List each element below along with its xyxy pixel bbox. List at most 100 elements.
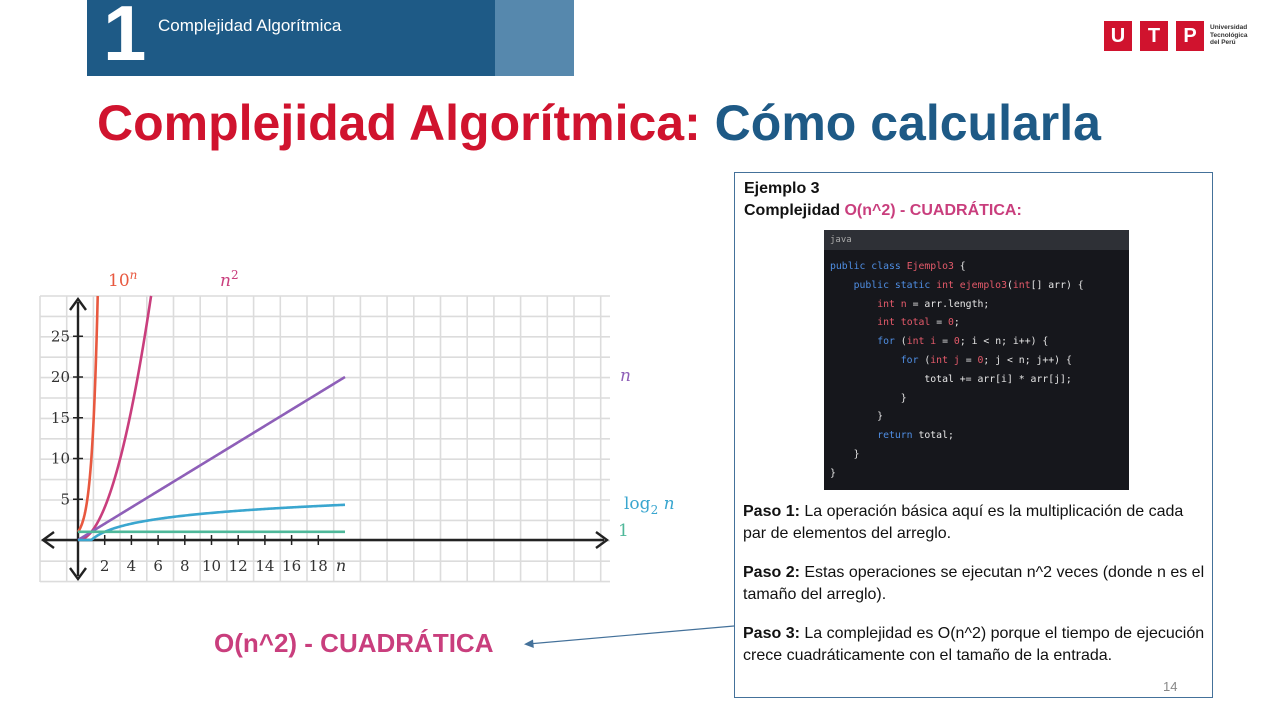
code-token: ; j < n; j++) { (983, 354, 1072, 366)
series-label-exp10: 10n (108, 268, 137, 291)
code-token: 0 (977, 354, 984, 366)
code-line: } (824, 390, 1129, 409)
code-token: ( (1006, 279, 1013, 291)
step-1: Paso 1: La operación básica aquí es la m… (743, 501, 1205, 545)
code-token: total; (912, 430, 954, 442)
step-2: Paso 2: Estas operaciones se ejecutan n^… (743, 562, 1205, 606)
code-token: j (953, 354, 960, 366)
code-line: total += arr[i] * arr[j]; (824, 371, 1129, 390)
x-axis-right-arrow (595, 531, 610, 549)
step-1-label: Paso 1: (743, 503, 800, 520)
y-tick-label: 5 (60, 490, 70, 508)
series-line-exp10 (76, 295, 100, 533)
code-token: { (953, 261, 966, 272)
x-tick-label: 14 (255, 557, 274, 575)
code-token: i (930, 336, 937, 348)
code-token: ( (894, 336, 907, 348)
code-line: for (int i = 0; i < n; i++) { (824, 333, 1129, 352)
y-tick-label: 15 (51, 409, 70, 427)
x-tick-label: 16 (282, 557, 301, 575)
series-label-text: n (220, 271, 231, 291)
series-label-text: n (620, 366, 631, 386)
step-2-text: Estas operaciones se ejecutan n^2 veces … (743, 564, 1205, 603)
step-1-text: La operación básica aquí es la multiplic… (743, 503, 1184, 542)
quadratic-label: O(n^2) - CUADRÁTICA (214, 628, 494, 658)
code-token: = (959, 354, 978, 366)
series-label-square: n2 (220, 268, 239, 291)
series-label-subscript: 2 (651, 503, 659, 517)
code-token: } (830, 392, 907, 404)
y-tick-label: 20 (51, 368, 70, 386)
code-line: } (824, 465, 1129, 484)
example-subtitle-prefix: Complejidad (744, 202, 845, 219)
y-axis-bottom-arrow (69, 567, 87, 582)
logo-letter-u: U (1104, 21, 1132, 51)
x-tick-label: 18 (309, 557, 328, 575)
logo-letter-p: P (1176, 21, 1204, 51)
x-tick-label: 10 (202, 557, 221, 575)
example-title: Ejemplo 3 (744, 180, 820, 197)
x-axis-label: n (336, 556, 346, 575)
code-token: } (830, 411, 884, 423)
x-tick-label: 6 (153, 557, 163, 575)
y-axis-top-arrow (69, 296, 87, 311)
step-3: Paso 3: La complejidad es O(n^2) porque … (743, 623, 1205, 667)
x-tick-label: 8 (180, 557, 190, 575)
example-subtitle-highlight: O(n^2) - CUADRÁTICA: (844, 202, 1022, 219)
code-token: Ejemplo3 (906, 261, 954, 272)
code-body: public class Ejemplo3 { public static in… (824, 250, 1129, 484)
code-token: = arr.length; (906, 298, 990, 310)
example-subtitle: Complejidad O(n^2) - CUADRÁTICA: (744, 202, 1022, 220)
title-part-red: Complejidad Algorítmica: (97, 95, 701, 151)
code-line: int total = 0; (824, 314, 1129, 333)
code-token (830, 280, 854, 291)
series-label-suffix: n (658, 494, 674, 514)
x-tick-label: 12 (229, 557, 248, 575)
logo-letter-t: T (1140, 21, 1168, 51)
code-token: ( (918, 354, 931, 366)
code-token: [] arr) { (1030, 279, 1084, 291)
code-token (830, 317, 877, 328)
y-tick-label: 10 (51, 450, 70, 468)
code-token: int (877, 298, 895, 310)
code-line: return total; (824, 427, 1129, 446)
code-token (830, 336, 877, 347)
code-token: total += arr[i] * arr[j]; (830, 373, 1072, 385)
code-line: public class Ejemplo3 { (824, 258, 1129, 277)
series-line-log2 (78, 503, 346, 542)
step-2-label: Paso 2: (743, 564, 800, 581)
code-token: int (930, 354, 948, 366)
code-token: int (906, 336, 925, 348)
code-token: ; i < n; i++) { (959, 336, 1049, 348)
series-label-text: 10 (108, 271, 130, 291)
code-token (830, 430, 877, 441)
code-token: = (930, 317, 948, 329)
code-token: public (853, 279, 889, 291)
code-token (830, 299, 877, 310)
series-label-text: 1 (618, 521, 629, 541)
code-line: } (824, 408, 1129, 427)
code-token: int (1012, 279, 1031, 291)
example-panel: Ejemplo 3 Complejidad O(n^2) - CUADRÁTIC… (734, 172, 1213, 698)
x-tick-label: 4 (127, 557, 137, 575)
utp-logo: U T P Universidad Tecnológica del Perú (1104, 21, 1264, 53)
section-number: 1 (103, 0, 147, 77)
series-line-linear (77, 375, 346, 542)
section-header-accent (495, 0, 574, 76)
code-token (830, 355, 901, 366)
code-token: for (877, 336, 895, 348)
logo-university-name: Universidad Tecnológica del Perú (1210, 24, 1248, 46)
code-token: for (900, 354, 919, 366)
code-token: 0 (953, 336, 960, 348)
series-label-linear: n (620, 366, 631, 386)
code-line: } (824, 446, 1129, 465)
code-token: n (900, 298, 907, 310)
code-token: return (877, 430, 913, 442)
code-token: = (936, 336, 954, 348)
series-label-superscript: 2 (231, 268, 239, 282)
series-label-log2: log2 n (624, 494, 675, 517)
code-token: } (830, 448, 860, 460)
section-title: Complejidad Algorítmica (158, 16, 342, 35)
x-tick-label: 2 (100, 557, 110, 575)
